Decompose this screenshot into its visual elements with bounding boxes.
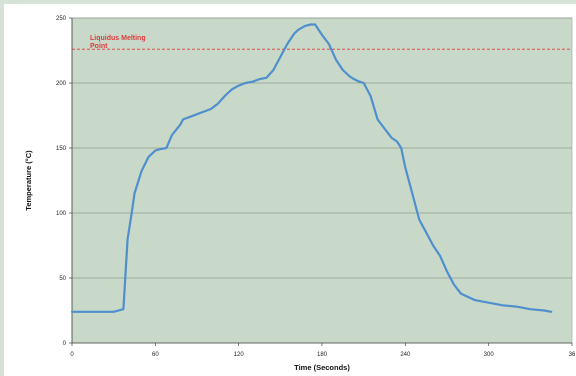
plot-area bbox=[71, 17, 573, 344]
y-tick-label-2: 100 bbox=[56, 211, 67, 217]
x-tick-label-4: 240 bbox=[400, 352, 411, 358]
y-tick-label-4: 200 bbox=[56, 81, 67, 87]
liquidus-label-line2: Point bbox=[90, 43, 108, 50]
x-axis-title: Time (Seconds) bbox=[294, 363, 350, 372]
x-tick-label-2: 120 bbox=[234, 352, 245, 358]
x-tick-label-6: 36 bbox=[569, 352, 576, 358]
x-tick-label-1: 60 bbox=[152, 352, 159, 358]
chart-frame: 0 50 100 150 200 250 0 60 120 180 240 300 36 Time (Se… bbox=[4, 4, 576, 376]
y-tick-label-0: 0 bbox=[63, 341, 67, 347]
liquidus-label: Liquidus Melting bbox=[90, 35, 146, 42]
temperature-profile-line bbox=[70, 23, 553, 313]
temperature-chart: 0 50 100 150 200 250 0 60 120 180 240 300 36 Time (Se… bbox=[24, 16, 576, 372]
y-tick-label-5: 250 bbox=[56, 16, 67, 22]
x-tick-label-0: 0 bbox=[70, 352, 74, 358]
x-tick-label-3: 180 bbox=[317, 352, 328, 358]
x-tick-label-5: 300 bbox=[484, 352, 495, 358]
y-tick-label-3: 150 bbox=[56, 146, 67, 152]
y-axis-title: Temperature (°C) bbox=[24, 150, 33, 211]
y-tick-label-1: 50 bbox=[59, 276, 66, 282]
